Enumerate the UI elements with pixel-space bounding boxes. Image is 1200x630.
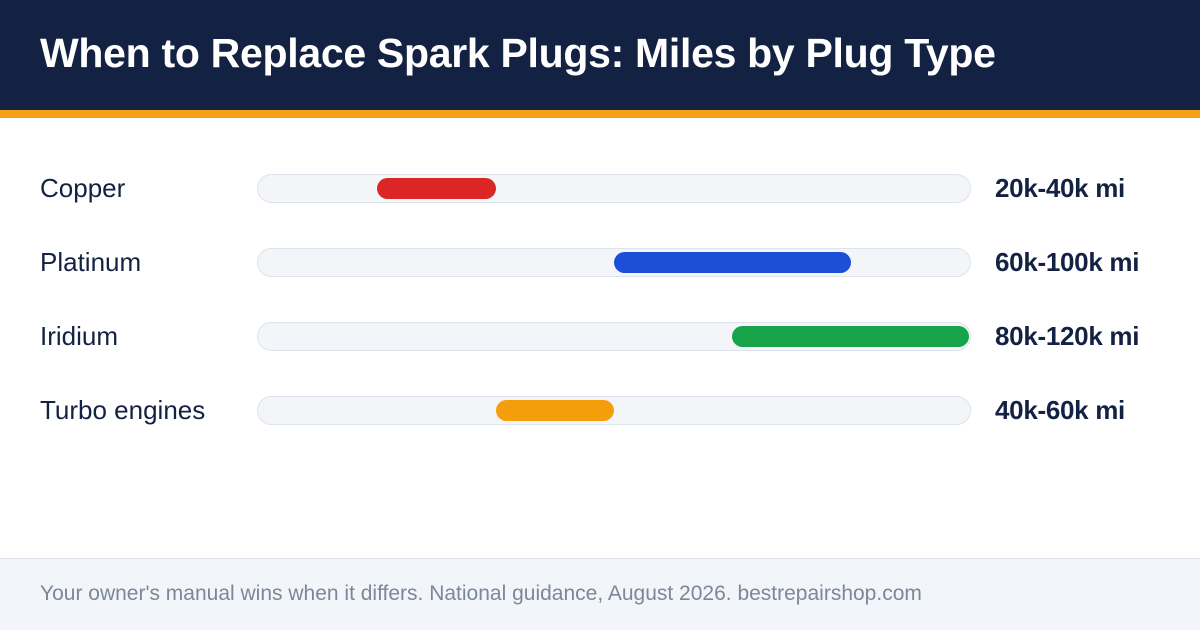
range-bar-platinum xyxy=(614,252,851,273)
footer-note: Your owner's manual wins when it differs… xyxy=(40,582,922,605)
accent-stripe xyxy=(0,110,1200,118)
range-bar-turbo-engines xyxy=(495,400,614,421)
category-label-iridium: Iridium xyxy=(40,321,119,351)
header-banner: When to Replace Spark Plugs: Miles by Pl… xyxy=(0,0,1200,110)
category-label-turbo-engines: Turbo engines xyxy=(40,395,206,425)
footer: Your owner's manual wins when it differs… xyxy=(0,558,1200,630)
range-bar-chart: Copper 20k-40k mi Platinum 60k-100k mi Iridi… xyxy=(0,118,1200,558)
chart-title: When to Replace Spark Plugs: Miles by Pl… xyxy=(40,30,996,76)
value-label-platinum: 60k-100k mi xyxy=(995,247,1140,277)
bar-track-platinum xyxy=(257,248,971,277)
bar-track-copper xyxy=(257,174,971,203)
value-label-iridium: 80k-120k mi xyxy=(995,321,1140,351)
range-bar-copper xyxy=(377,178,496,199)
range-bar-iridium xyxy=(732,326,969,347)
bar-track-turbo-engines xyxy=(257,396,971,425)
category-label-copper: Copper xyxy=(40,173,126,203)
category-label-platinum: Platinum xyxy=(40,247,142,277)
value-label-turbo-engines: 40k-60k mi xyxy=(995,395,1125,425)
value-label-copper: 20k-40k mi xyxy=(995,173,1125,203)
bar-track-iridium xyxy=(257,322,971,351)
